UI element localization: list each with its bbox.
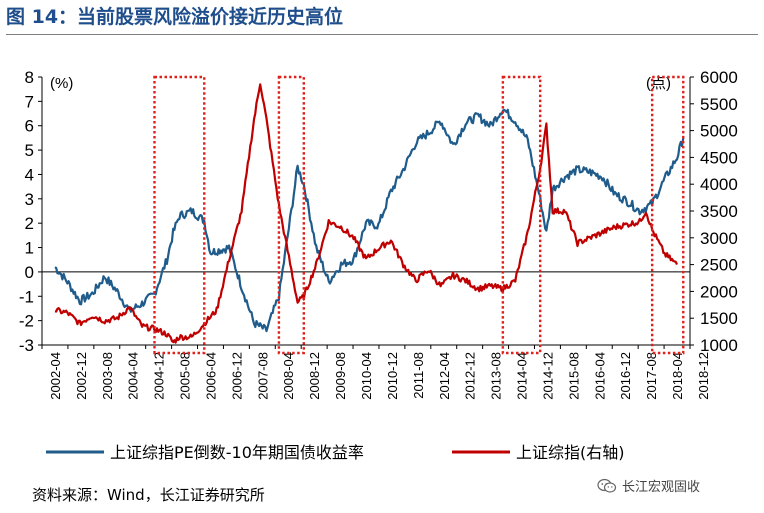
series-line-index [54, 83, 678, 344]
x-tick-label: 2010-12 [385, 352, 400, 400]
watermark: 长江宏观固收 [597, 476, 700, 495]
highlight-box [277, 75, 305, 355]
left-tick-label: 5 [25, 141, 34, 160]
left-tick-label: 1 [25, 239, 34, 258]
right-tick-label: 3500 [700, 202, 738, 221]
series-line-pe-spread [54, 108, 685, 333]
right-tick-label: 6000 [700, 68, 738, 87]
left-axis-unit: (%) [50, 75, 73, 92]
x-tick-label: 2018-12 [696, 352, 711, 400]
x-tick-label: 2012-12 [463, 352, 478, 400]
title-underline [6, 34, 758, 35]
left-tick-label: 4 [25, 165, 34, 184]
x-tick-label: 2009-08 [333, 352, 348, 400]
left-tick-label: 8 [25, 68, 34, 87]
x-tick-label: 2012-04 [437, 352, 452, 400]
left-tick-label: 6 [25, 117, 34, 136]
legend-label-pe-spread: 上证综指PE倒数-10年期国债收益率 [110, 443, 364, 462]
x-tick-label: 2014-04 [515, 352, 530, 400]
x-tick-label: 2003-08 [100, 352, 115, 400]
x-tick-label: 2013-08 [489, 352, 504, 400]
highlight-box [650, 75, 685, 355]
left-tick-label: -2 [19, 312, 34, 331]
x-tick-label: 2004-04 [126, 352, 141, 400]
right-tick-label: 5500 [700, 95, 738, 114]
right-tick-label: 1000 [700, 336, 738, 355]
x-tick-label: 2011-08 [411, 352, 426, 399]
watermark-text: 长江宏观固收 [622, 480, 701, 495]
right-tick-label: 2500 [700, 256, 738, 275]
right-tick-label: 1500 [700, 309, 738, 328]
highlight-box [153, 75, 206, 355]
x-tick-label: 2002-04 [48, 352, 63, 400]
left-tick-label: 0 [25, 263, 34, 282]
x-tick-label: 2016-12 [618, 352, 633, 400]
x-tick-label: 2008-04 [281, 352, 296, 400]
x-tick-label: 2002-12 [74, 352, 89, 400]
left-tick-label: -3 [19, 336, 34, 355]
source-note: 资料来源：Wind，长江证券研究所 [32, 486, 265, 504]
wechat-icon [597, 478, 617, 493]
x-tick-label: 2006-12 [229, 352, 244, 400]
right-tick-label: 4000 [700, 175, 738, 194]
left-tick-label: 2 [25, 214, 34, 233]
right-tick-label: 4500 [700, 148, 738, 167]
left-tick-label: 3 [25, 190, 34, 209]
right-tick-label: 3000 [700, 229, 738, 248]
right-tick-label: 5000 [700, 122, 738, 141]
x-tick-label: 2015-08 [566, 352, 581, 400]
x-tick-label: 2005-08 [178, 352, 193, 400]
x-tick-label: 2018-04 [670, 352, 685, 400]
chart-title: 图 14：当前股票风险溢价接近历史高位 [6, 6, 344, 28]
left-tick-label: 7 [25, 92, 34, 111]
x-tick-label: 2014-12 [540, 352, 555, 400]
x-tick-label: 2017-08 [644, 352, 659, 400]
x-tick-label: 2004-12 [152, 352, 167, 400]
x-tick-label: 2016-04 [592, 352, 607, 400]
left-tick-label: -1 [19, 287, 34, 306]
x-tick-label: 2006-04 [203, 352, 218, 400]
x-tick-label: 2010-04 [359, 352, 374, 400]
legend-label-index: 上证综指(右轴) [516, 443, 625, 462]
x-tick-label: 2008-12 [307, 352, 322, 400]
right-tick-label: 2000 [700, 282, 738, 301]
highlight-box [501, 75, 542, 355]
x-tick-label: 2007-08 [255, 352, 270, 400]
